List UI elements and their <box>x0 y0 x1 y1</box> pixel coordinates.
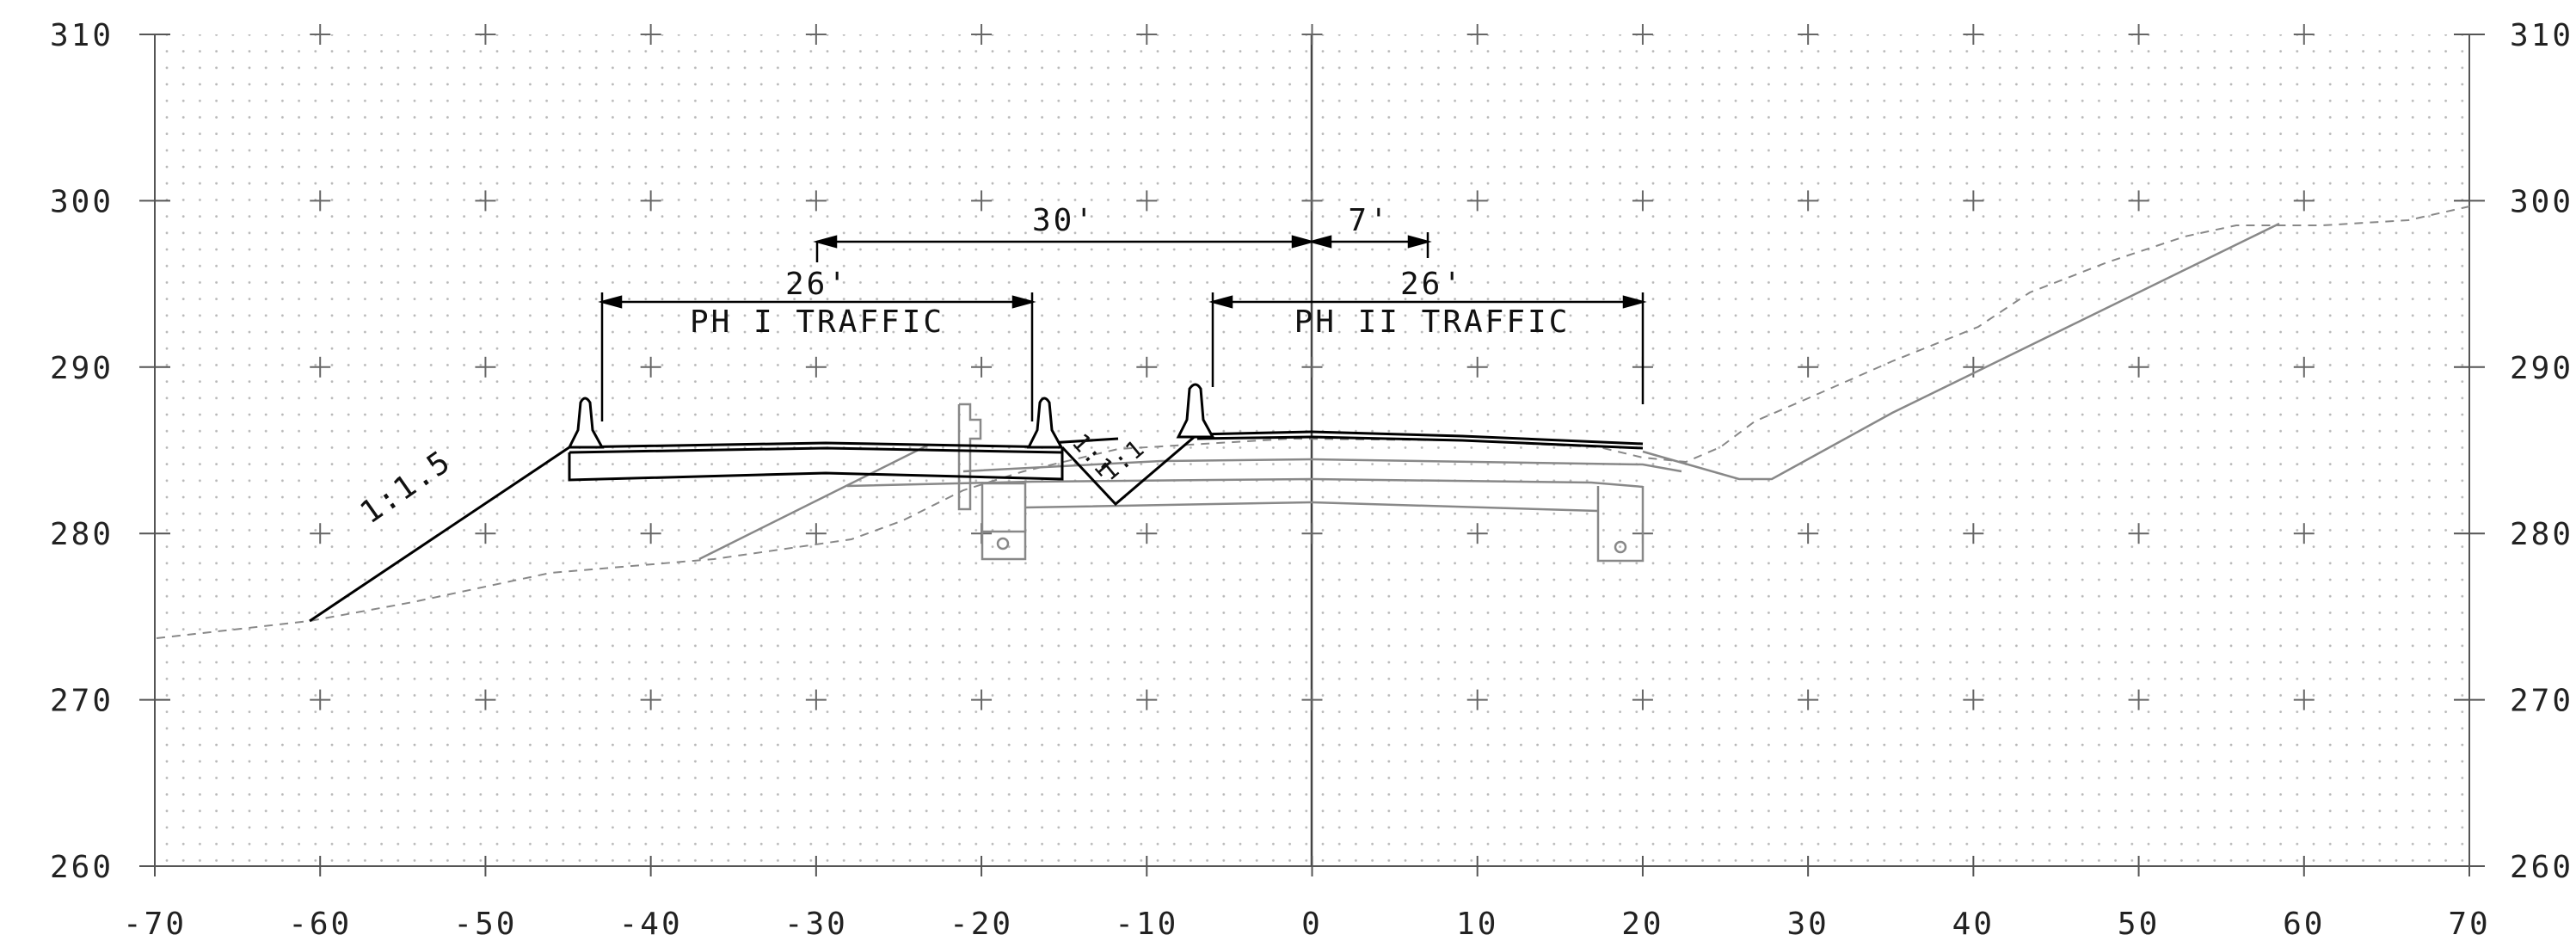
x-tick-label: 20 <box>1621 907 1663 942</box>
dim-30-label: 30' <box>1032 203 1096 238</box>
y-tick-label: 270 <box>50 684 114 719</box>
y-tick-label: 310 <box>2510 18 2573 53</box>
x-tick-label: 30 <box>1786 907 1829 942</box>
grid-crosses <box>310 24 2315 710</box>
dim-7-label: 7' <box>1348 203 1390 238</box>
x-tick-label: 70 <box>2448 907 2490 942</box>
y-axis-ticks <box>139 34 2485 867</box>
ph2-width-label: 26' <box>1400 267 1464 302</box>
x-tick-label: 60 <box>2283 907 2325 942</box>
ph1-width-label: 26' <box>785 267 849 302</box>
barrier-left-icon <box>567 397 605 449</box>
y-axis-labels-right: 260 270 280 290 300 310 <box>2510 18 2573 885</box>
x-tick-label: -60 <box>288 907 352 942</box>
y-tick-label: 300 <box>2510 184 2573 219</box>
y-tick-label: 290 <box>2510 351 2573 386</box>
x-tick-label: 50 <box>2118 907 2160 942</box>
y-tick-label: 260 <box>50 850 114 885</box>
x-tick-label: 40 <box>1952 907 1995 942</box>
y-tick-label: 290 <box>50 351 114 386</box>
x-tick-label: 0 <box>1301 907 1323 942</box>
y-tick-label: 260 <box>2510 850 2573 885</box>
dot-grid <box>157 34 2470 864</box>
barrier-mid-icon <box>1026 397 1064 449</box>
x-tick-label: -40 <box>619 907 683 942</box>
x-tick-label: 10 <box>1456 907 1498 942</box>
y-tick-label: 280 <box>50 517 114 552</box>
x-tick-label: -10 <box>1115 907 1178 942</box>
ph1-name-label: PH I TRAFFIC <box>690 304 944 340</box>
x-tick-label: -70 <box>123 907 187 942</box>
dimension-lines <box>598 232 1647 421</box>
ph2-name-label: PH II TRAFFIC <box>1294 304 1571 340</box>
x-axis-labels: -70 -60 -50 -40 -30 -20 -10 0 10 20 30 40 50 60 70 <box>123 907 2490 942</box>
x-tick-label: -20 <box>950 907 1013 942</box>
existing-ground-line <box>156 206 2470 639</box>
y-tick-label: 270 <box>2510 684 2573 719</box>
proposed-roadway <box>309 430 1644 623</box>
y-tick-label: 310 <box>50 18 114 53</box>
y-tick-label: 280 <box>2510 517 2573 552</box>
x-tick-label: -50 <box>453 907 517 942</box>
x-tick-label: -30 <box>784 907 848 942</box>
existing-roadway <box>698 222 2280 563</box>
y-tick-label: 300 <box>50 184 114 219</box>
barrier-right-icon <box>1176 383 1215 439</box>
y-axis-labels-left: 260 270 280 290 300 310 <box>50 18 114 885</box>
